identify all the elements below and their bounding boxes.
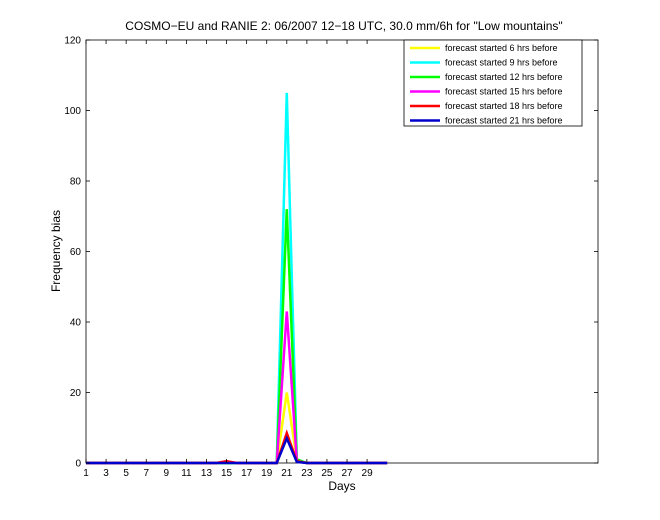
x-tick-label: 11 xyxy=(181,468,192,479)
legend: forecast started 6 hrs before forecast st… xyxy=(403,39,583,127)
x-tick-label: 19 xyxy=(261,468,273,479)
series-layer xyxy=(86,92,388,465)
y-axis-label: Frequency bias xyxy=(49,210,63,292)
x-axis-label: Days xyxy=(328,479,355,493)
x-tick-label: 27 xyxy=(341,468,353,479)
legend-label-1: forecast started 6 hrs before xyxy=(445,43,558,53)
legend-box xyxy=(403,39,583,127)
x-tick-label: 29 xyxy=(362,468,374,479)
legend-label-5: forecast started 18 hrs before xyxy=(445,101,563,111)
x-tick-label: 17 xyxy=(241,468,253,479)
chart-title: COSMO−EU and RANIE 2: 06/2007 12−18 UTC,… xyxy=(125,19,562,33)
y-tick-label: 20 xyxy=(70,388,82,399)
x-tick-label: 7 xyxy=(143,468,149,479)
y-tick-label: 60 xyxy=(70,247,82,258)
x-tick-label: 9 xyxy=(164,468,170,479)
legend-label-2: forecast started 9 hrs before xyxy=(445,58,558,68)
y-tick-label: 120 xyxy=(64,36,81,47)
legend-label-4: forecast started 15 hrs before xyxy=(445,87,563,97)
y-tick-label: 0 xyxy=(75,459,81,470)
series-line-6 xyxy=(86,435,388,465)
x-tick-label: 13 xyxy=(201,468,213,479)
x-tick-label: 5 xyxy=(123,468,129,479)
x-tick-label: 23 xyxy=(301,468,313,479)
y-tick-label: 100 xyxy=(64,106,81,117)
y-tick-label: 80 xyxy=(70,177,82,188)
y-tick-label: 40 xyxy=(70,318,82,329)
legend-label-6: forecast started 21 hrs before xyxy=(445,116,563,126)
x-tick-label: 3 xyxy=(103,468,109,479)
x-tick-label: 25 xyxy=(321,468,333,479)
x-tick-label: 21 xyxy=(281,468,293,479)
x-tick-label: 15 xyxy=(221,468,233,479)
x-tick-label: 1 xyxy=(83,468,89,479)
legend-label-3: forecast started 12 hrs before xyxy=(445,72,563,82)
